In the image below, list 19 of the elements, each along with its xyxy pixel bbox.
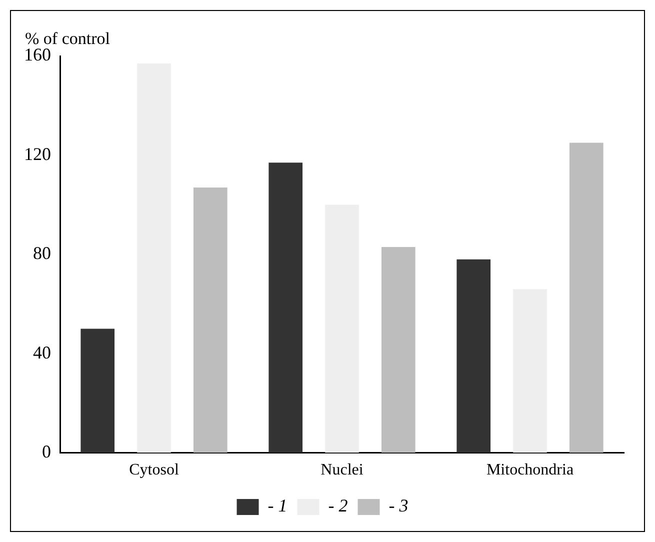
y-tick-label: 40 <box>33 342 51 362</box>
y-tick-label: 80 <box>33 243 51 264</box>
bar <box>137 63 171 453</box>
y-tick-label: 120 <box>24 144 51 164</box>
x-tick-label: Mitochondria <box>486 462 574 479</box>
legend-label: - 3 <box>388 496 408 516</box>
bar <box>513 289 547 453</box>
legend-label: - 1 <box>268 496 288 516</box>
x-tick-label: Cytosol <box>129 462 180 479</box>
bar <box>381 246 416 453</box>
bar <box>80 328 115 453</box>
bar <box>193 187 228 453</box>
legend-label: - 2 <box>328 496 348 516</box>
x-tick-label: Nuclei <box>320 462 364 479</box>
bar <box>456 259 491 453</box>
bar <box>325 204 359 453</box>
bar <box>268 162 303 453</box>
bar <box>569 142 604 453</box>
y-tick-label: 0 <box>42 442 51 462</box>
